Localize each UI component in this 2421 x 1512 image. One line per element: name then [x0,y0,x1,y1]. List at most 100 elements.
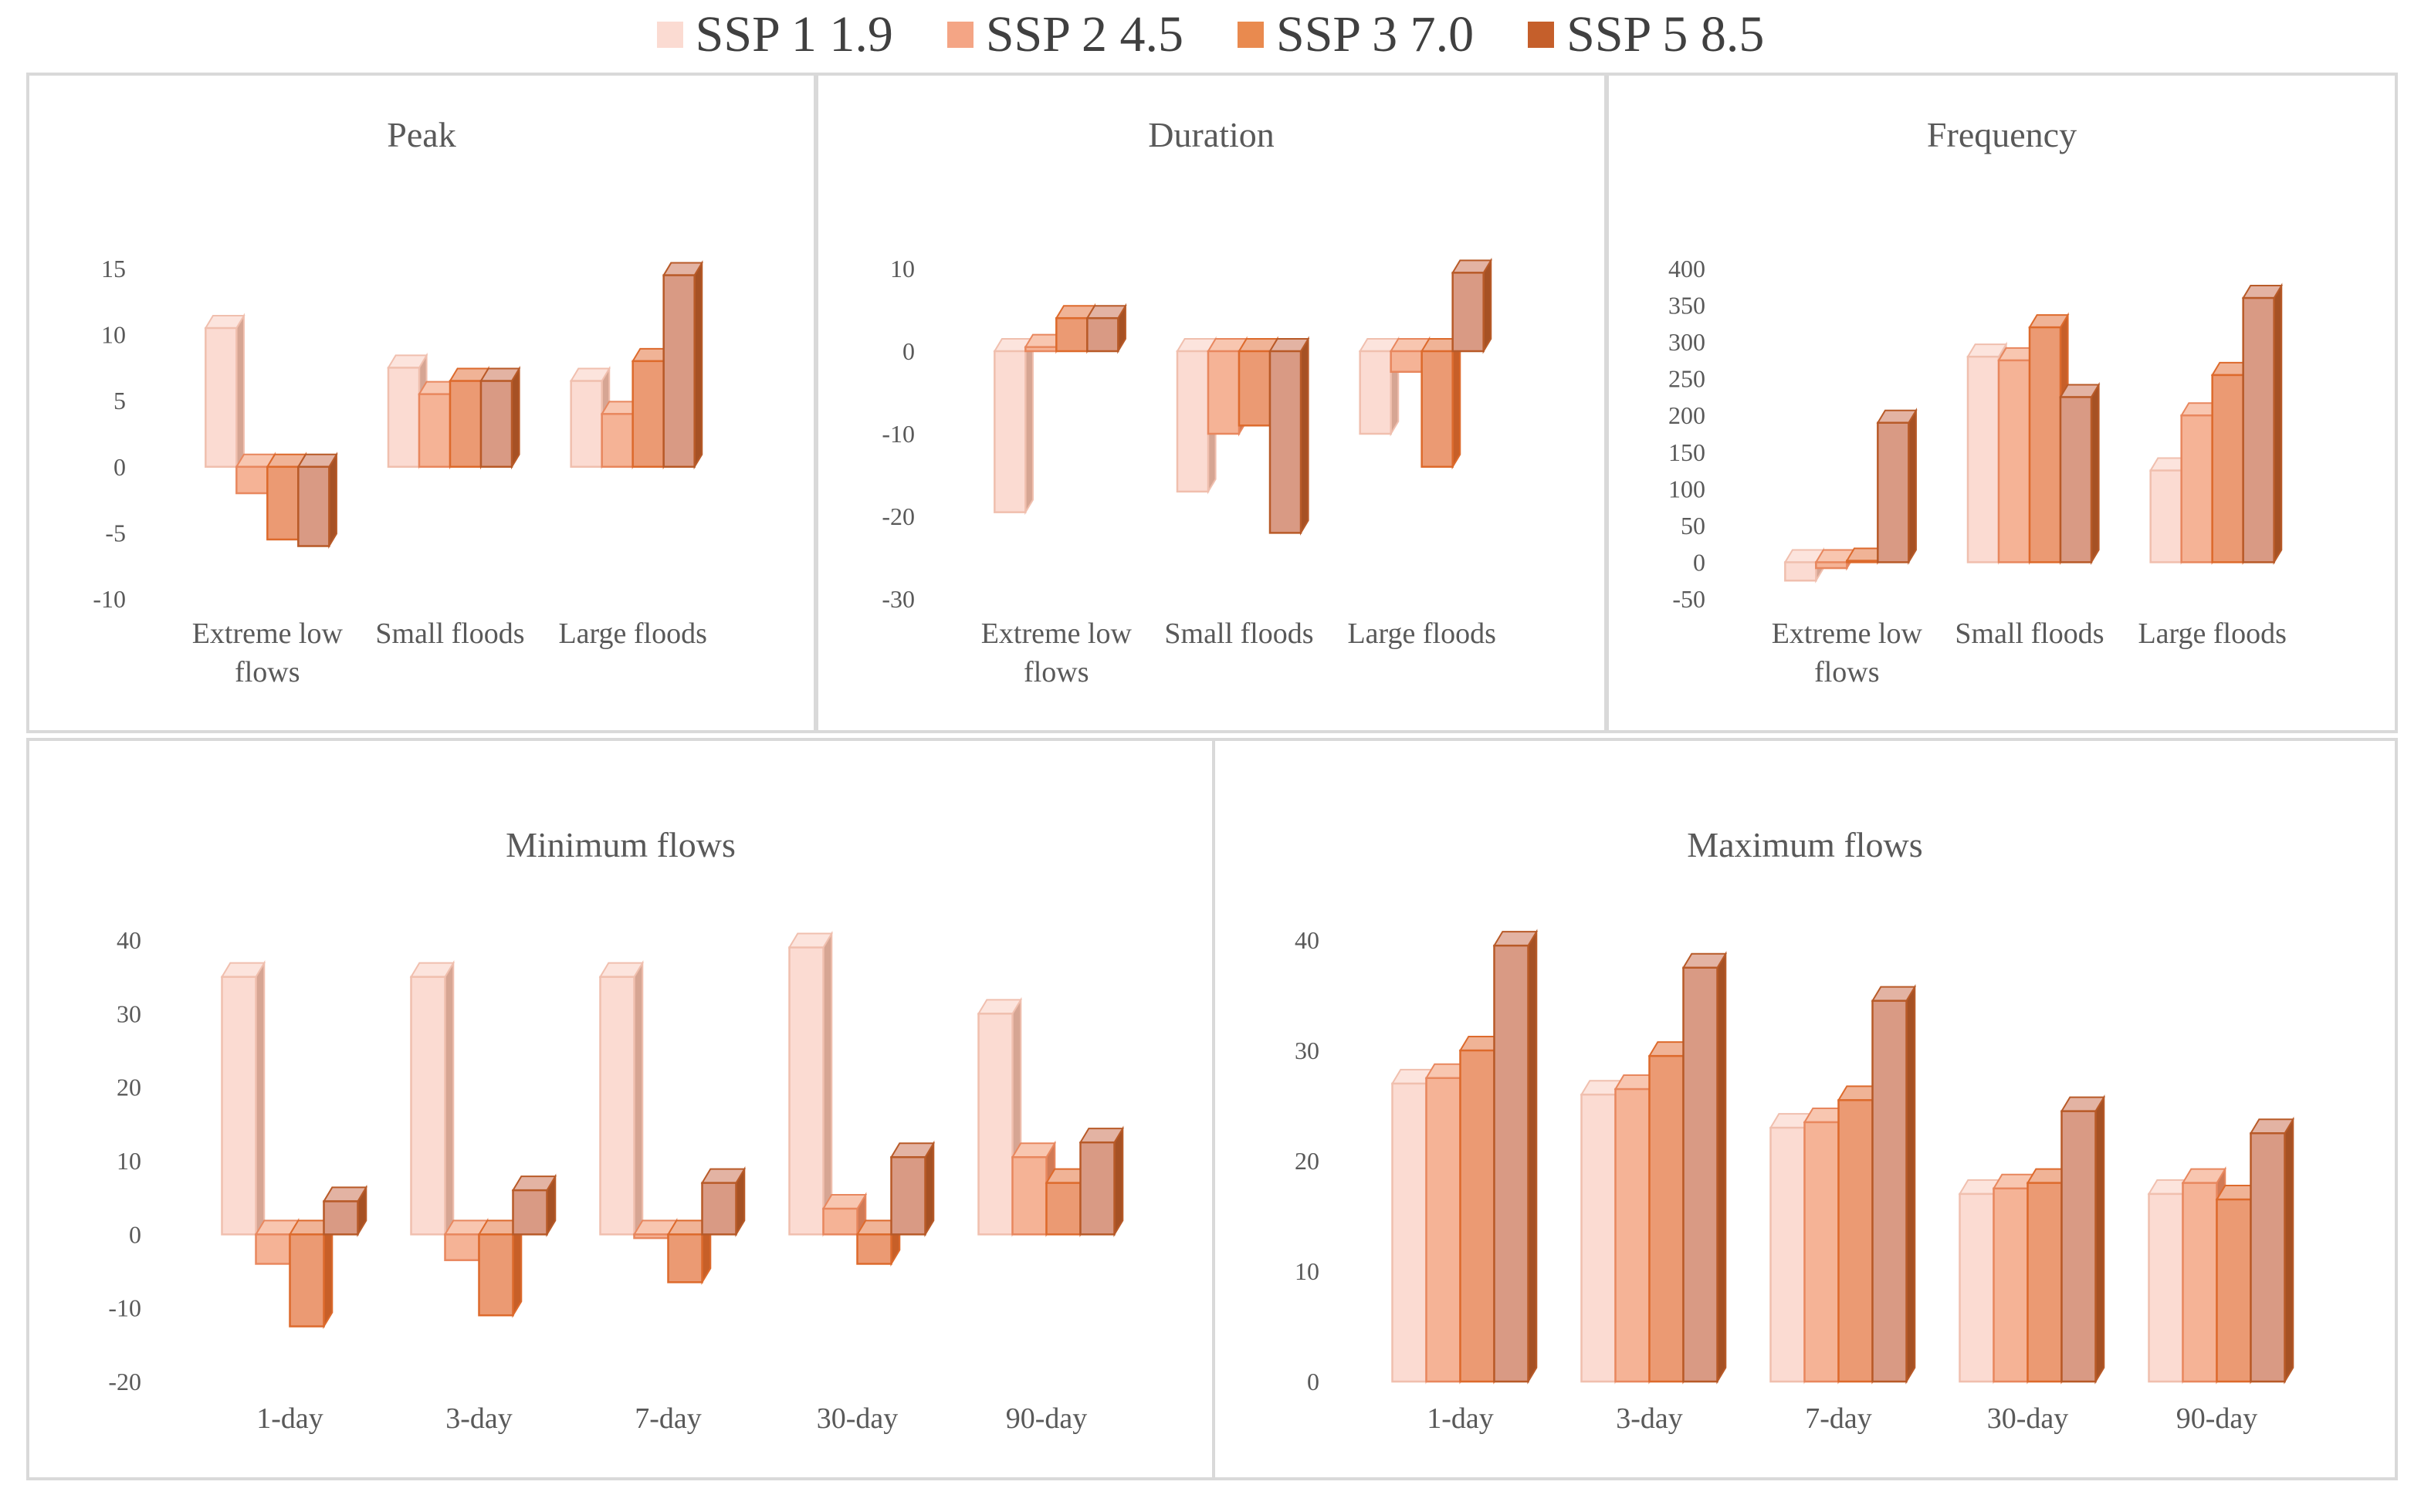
bar [1992,1172,2038,1385]
legend-swatch [1528,22,1555,48]
legend-item: SSP 1 1.9 [656,5,893,64]
chart-svg: Frequency -50 0 50 100 150 200 250 300 350 400 Extr… [1668,115,2287,688]
bar [855,1217,902,1267]
y-tick-label: 40 [117,926,141,954]
bar [2060,1094,2106,1385]
legend-label: SSP 3 7.0 [1276,6,1475,63]
y-tick-label: -20 [108,1368,141,1395]
bar [1268,336,1310,536]
legend-label: SSP 1 1.9 [695,6,893,63]
y-tick-label: 100 [1668,475,1705,502]
category-label: 30-day [1987,1402,2069,1435]
legend-label: SSP 2 4.5 [985,6,1183,63]
category-label: Small floods [375,617,524,650]
y-tick-label: -50 [1672,585,1705,613]
y-tick-label: -5 [105,519,126,546]
y-tick-label: 0 [113,453,126,481]
category-label: Small floods [1955,617,2104,650]
category-label: Large floods [1347,617,1495,650]
y-tick-label: 150 [1668,438,1705,466]
bar [479,365,521,470]
category-label: flows [1024,656,1089,688]
y-tick-label: -10 [93,585,126,613]
category-label: flows [235,656,300,688]
bar [787,930,834,1237]
legend-swatch [656,22,683,48]
bar [666,1217,713,1285]
y-tick-label: 200 [1668,401,1705,429]
category-label: 1-day [1427,1402,1494,1435]
bar [1451,257,1493,354]
category-label: Extreme low [1772,617,1923,650]
bar [409,960,455,1237]
bar [1681,951,1728,1385]
chart-title: Frequency [1927,115,2077,154]
y-tick-label: 40 [1295,926,1319,954]
y-tick-label: -20 [882,502,915,530]
category-label: 3-day [445,1402,513,1435]
chart-title: Minimum flows [506,825,736,864]
bar [2059,381,2101,566]
peak-chart-panel: Peak -10 -5 0 5 10 15 Extreme low flows Small flo… [26,73,817,733]
bar [598,960,645,1237]
bar [1492,929,1539,1385]
category-label: Large floods [2138,617,2286,650]
bar [1078,1125,1125,1237]
y-tick-label: 400 [1668,255,1705,282]
bar [2241,282,2284,566]
y-tick-label: 30 [1295,1037,1319,1064]
legend-swatch [1238,22,1264,48]
y-tick-label: 30 [117,1000,141,1027]
chart-svg: Peak -10 -5 0 5 10 15 Extreme low flows Small flo… [93,115,707,688]
legend-swatch [946,22,973,48]
y-tick-label: 250 [1668,365,1705,393]
frequency-chart-panel: Frequency -50 0 50 100 150 200 250 300 350 400 Extr… [1606,73,2398,733]
legend-item: SSP 5 8.5 [1528,5,1764,64]
legend-item: SSP 2 4.5 [946,5,1183,64]
category-label: 90-day [2176,1402,2258,1435]
category-label: flows [1814,656,1879,688]
bar [322,1184,368,1237]
y-tick-label: 10 [117,1147,141,1175]
y-tick-label: 10 [101,321,126,349]
bar [889,1140,936,1237]
chart-title: Peak [387,115,455,154]
category-label: Small floods [1164,617,1313,650]
bar [2249,1116,2295,1385]
y-tick-label: 10 [1295,1257,1319,1285]
bar [296,452,338,550]
y-tick-label: -30 [882,585,915,613]
category-label: Extreme low [192,617,344,650]
bar [1085,303,1127,354]
y-tick-label: -10 [882,420,915,448]
category-label: 7-day [1805,1402,1872,1435]
chart-title: Duration [1148,115,1275,154]
category-label: 3-day [1616,1402,1683,1435]
minimum-flows-chart-panel: Minimum flows -20 -10 0 10 20 30 40 1-day 3-day 7-… [26,738,1215,1480]
category-label: 90-day [1006,1402,1088,1435]
bar [662,259,704,470]
y-tick-label: -10 [108,1294,141,1322]
chart-svg: Minimum flows -20 -10 0 10 20 30 40 1-day 3-day 7-… [108,825,1125,1435]
y-tick-label: 20 [117,1074,141,1101]
y-tick-label: 350 [1668,292,1705,320]
bar [821,1192,868,1237]
chart-title: Maximum flows [1687,825,1922,864]
legend: SSP 1 1.9 SSP 2 4.5 SSP 3 7.0 SSP 5 8.5 [0,0,2421,69]
bar [511,1173,557,1237]
category-label: Extreme low [981,617,1133,650]
bar [1871,984,1917,1385]
maximum-flows-chart-panel: Maximum flows 0 10 20 30 40 1-day 3-day 7-day 30-… [1212,738,2398,1480]
chart-svg: Duration -30 -20 -10 0 10 Extreme low flows Smal… [882,115,1496,688]
bar [1420,336,1462,470]
y-tick-label: 0 [129,1220,141,1248]
y-tick-label: 50 [1681,512,1705,540]
legend-label: SSP 5 8.5 [1566,6,1765,63]
bar [288,1217,334,1330]
category-label: 1-day [256,1402,323,1435]
bar [220,960,266,1237]
category-label: 7-day [635,1402,702,1435]
y-tick-label: 300 [1668,328,1705,356]
category-label: 30-day [817,1402,899,1435]
y-tick-label: 0 [1307,1368,1319,1395]
